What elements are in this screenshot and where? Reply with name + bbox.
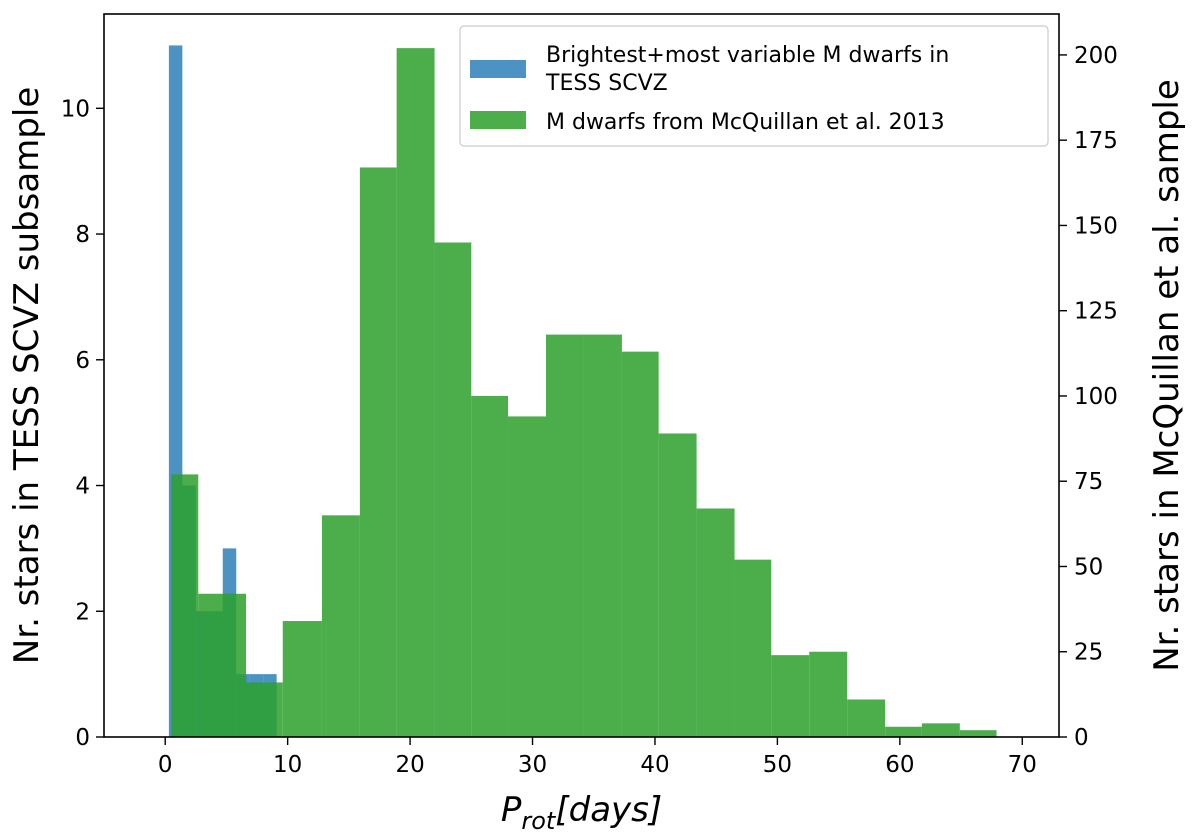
mcquillan-bar: [223, 593, 247, 737]
mcquillan-bar: [809, 651, 848, 737]
y-left-tick-label: 6: [75, 348, 90, 374]
mcquillan-bar: [734, 559, 772, 737]
x-tick-label: 60: [885, 752, 914, 778]
x-axis-ticks: 0 10 20 30 40 50 60 70: [158, 737, 1037, 778]
x-tick-label: 10: [273, 752, 302, 778]
mcquillan-bar: [959, 730, 997, 737]
mcquillan-bar: [921, 723, 960, 737]
legend-label-scvz-line1: Brightest+most variable M dwarfs in: [546, 43, 949, 68]
y-right-tick-label: 50: [1074, 554, 1103, 580]
y-right-tick-label: 150: [1074, 213, 1118, 239]
x-axis-label-rest: [days]: [555, 790, 662, 830]
mcquillan-bar: [583, 334, 622, 737]
mcquillan-bar: [471, 395, 509, 737]
mcquillan-bars: [171, 48, 997, 738]
mcquillan-bar: [171, 474, 199, 737]
x-tick-label: 20: [395, 752, 424, 778]
x-tick-label: 50: [763, 752, 792, 778]
mcquillan-bar: [321, 515, 360, 737]
mcquillan-bar: [771, 655, 810, 737]
mcquillan-bar: [508, 416, 546, 737]
x-tick-label: 30: [518, 752, 547, 778]
mcquillan-bar: [246, 682, 283, 737]
x-tick-label: 40: [640, 752, 669, 778]
mcquillan-bar: [198, 593, 224, 737]
mcquillan-bar: [696, 508, 735, 737]
y-left-tick-label: 10: [61, 96, 90, 122]
mcquillan-bar: [621, 351, 659, 737]
y-left-tick-label: 4: [75, 474, 90, 500]
y-left-tick-label: 8: [75, 222, 90, 248]
y-right-tick-label: 125: [1074, 299, 1118, 325]
mcquillan-bar: [359, 167, 397, 737]
legend-label-mcquillan: M dwarfs from McQuillan et al. 2013: [546, 110, 945, 135]
y-right-tick-label: 100: [1074, 384, 1118, 410]
legend: Brightest+most variable M dwarfs in TESS…: [459, 25, 1049, 147]
y-left-tick-label: 2: [75, 599, 90, 625]
legend-swatch-scvz: [470, 60, 526, 78]
y-right-tick-label: 0: [1074, 725, 1089, 751]
legend-label-scvz-line2: TESS SCVZ: [545, 71, 668, 96]
mcquillan-bar: [396, 48, 435, 738]
y-right-axis-ticks: 0 25 50 75 100 125 150 175 200: [1059, 43, 1118, 751]
plot-frame: [103, 13, 1060, 738]
mcquillan-bar: [545, 334, 584, 737]
y-left-axis-label: Nr. stars in TESS SCVZ subsample: [7, 87, 47, 664]
y-right-tick-label: 175: [1074, 128, 1118, 154]
x-axis-label-sub: rot: [521, 807, 557, 834]
mcquillan-bar: [282, 621, 322, 737]
legend-box: [459, 25, 1049, 147]
x-axis-label-main: P: [501, 790, 522, 830]
x-axis-label: Prot[days]: [501, 790, 662, 834]
y-right-axis-label: Nr. stars in McQuillan et al. sample: [1147, 79, 1187, 672]
y-right-tick-label: 75: [1074, 469, 1103, 495]
mcquillan-bar: [847, 699, 886, 737]
y-left-tick-label: 0: [75, 725, 90, 751]
y-left-axis-ticks: 0 2 4 6 8 10: [61, 96, 104, 751]
x-tick-label: 0: [158, 752, 173, 778]
legend-swatch-mcquillan: [470, 111, 526, 129]
y-right-tick-label: 25: [1074, 640, 1103, 666]
mcquillan-bar: [434, 242, 472, 737]
x-tick-label: 70: [1008, 752, 1037, 778]
mcquillan-bar: [885, 726, 922, 737]
mcquillan-bar: [658, 433, 697, 737]
y-right-tick-label: 200: [1074, 43, 1118, 69]
